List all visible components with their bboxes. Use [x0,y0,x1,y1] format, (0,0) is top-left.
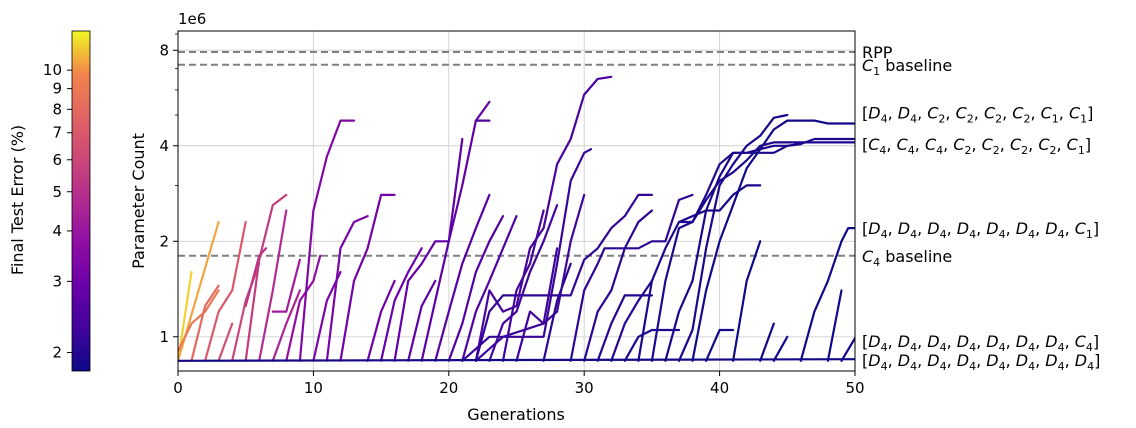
series-line [393,100,491,362]
series-line [217,322,234,362]
reference-lines [178,50,855,257]
series-line [677,113,789,362]
colorbar-tick-label: 4 [52,222,62,240]
series-lines [178,75,855,362]
gridlines [177,31,856,371]
series-line [515,193,586,362]
series-line [704,328,735,362]
series-line [731,240,762,362]
y-tick-label: 2 [159,232,169,250]
x-ticks: 0 10 20 30 40 50 [173,371,865,397]
series-line [799,227,855,362]
series-line [420,137,464,362]
annotation-text: C4​ baseline [862,247,952,269]
series-line [258,209,288,362]
series-line [271,258,301,313]
series-line [610,279,654,362]
x-tick-label: 20 [439,379,458,397]
series-line [637,142,802,362]
series-line [759,322,775,362]
series-line [204,220,247,362]
colorbar-tick-label: 3 [52,272,62,290]
x-tick-label: 40 [710,379,729,397]
series-line [461,148,593,362]
series-line [772,335,789,362]
series-line [677,184,762,224]
series-line [380,247,423,362]
x-tick-label: 30 [575,379,594,397]
series-line [178,289,220,353]
series-line [474,75,613,362]
series-line [339,193,396,362]
series-line [244,193,288,362]
colorbar-ticks: 2 3 4 5 6 7 8 910 [43,61,72,362]
series-line [190,284,220,362]
series-line [178,358,855,362]
y-ticks: 1 2 4 8 [159,33,178,346]
y-axis-label: Parameter Count [129,133,148,269]
y-tick-label: 8 [159,41,169,59]
series-line [325,215,369,362]
colorbar-tick-label: 6 [52,151,62,169]
x-tick-label: 0 [173,379,183,397]
series-line [501,209,545,362]
plot-frame [177,30,856,372]
series-line [840,337,855,362]
series-line [650,141,855,362]
annotation-text: [C4​, C4​, C4​, C2​, C2​, C2​, C2​, C1​] [862,135,1091,157]
x-axis-label: Generations [467,405,565,424]
series-line [488,204,559,362]
colorbar-label: Final Test Error (%) [8,125,27,275]
series-line [298,119,356,362]
series-line [664,137,855,362]
x-tick-label: 50 [845,379,864,397]
annotation-text: [D4​, D4​, D4​, D4​, D4​, D4​, D4​, C1​] [862,219,1099,241]
series-line [244,247,268,308]
series-line [569,193,694,362]
annotation-text: [D4​, D4​, D4​, D4​, D4​, D4​, D4​, D4​] [862,351,1100,373]
series-line [474,193,654,362]
series-line [691,119,855,362]
annotation-text: RPP [862,43,893,62]
series-line [407,279,437,362]
series-line [542,262,572,362]
y-tick-label: 4 [159,137,169,155]
y-tick-label: 1 [159,328,169,346]
colorbar-tick-label: 9 [52,80,62,98]
colorbar: 2 3 4 5 6 7 8 910 Final Test Error (%) [8,30,91,372]
series-line [231,262,261,362]
colorbar-tick-label: 8 [52,100,62,118]
series-line [826,289,843,362]
series-line [271,289,301,362]
colorbar-tick-label: 2 [52,344,62,362]
annotation-text: [D4​, D4​, C2​, C2​, C2​, C2​, C1​, C1​] [862,103,1093,125]
series-line [447,215,505,362]
series-line [583,209,654,362]
series-line [461,215,518,362]
series-line [623,328,681,362]
colorbar-gradient [71,30,91,372]
series-line [434,193,491,362]
series-line [474,247,559,362]
annotation-text: [D4​, D4​, D4​, D4​, D4​, D4​, D4​, C4​] [862,332,1099,354]
colorbar-tick-label: 10 [43,61,62,79]
x-tick-label: 10 [304,379,323,397]
series-line [366,279,396,362]
colorbar-tick-label: 5 [52,183,62,201]
plot-area: 0 10 20 30 40 50 1 2 4 8 1e6 Generations Paramet… [129,10,1100,424]
annotation-text: C1​ baseline [862,56,952,78]
series-line [596,294,654,362]
colorbar-tick-label: 7 [52,124,62,142]
y-offset-label: 1e6 [178,10,206,28]
